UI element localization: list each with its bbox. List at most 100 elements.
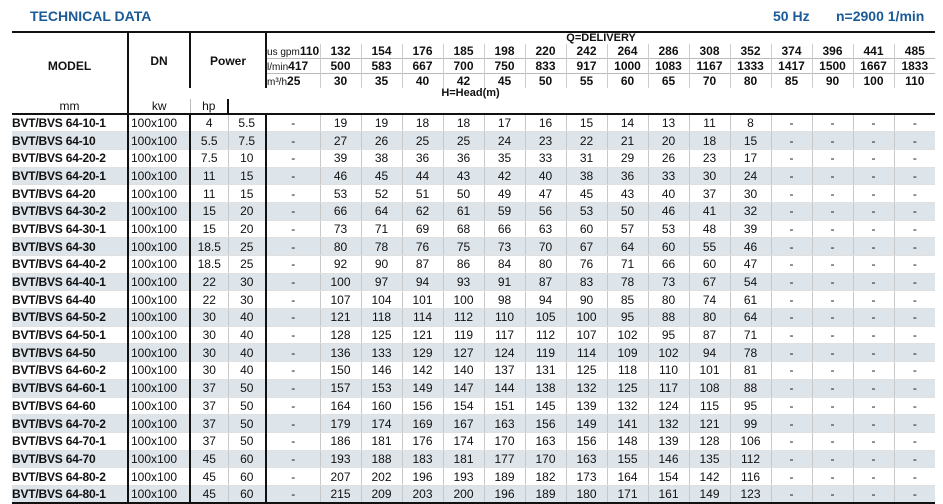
head-cell: 153 (360, 379, 403, 398)
head-cell: - (852, 414, 895, 433)
head-cell: 83 (565, 273, 608, 292)
head-cell: 36 (442, 149, 485, 168)
hp-cell: 40 (227, 326, 268, 345)
head-cell: - (811, 326, 854, 345)
head-cell: 80 (524, 255, 567, 274)
head-cell: 53 (565, 202, 608, 221)
head-cell: 137 (483, 361, 526, 380)
head-cell: 78 (360, 237, 403, 256)
head-cell: - (893, 149, 936, 168)
head-cell: - (770, 220, 813, 239)
head-cell: 156 (524, 414, 567, 433)
head-cell: 135 (688, 450, 731, 469)
dn-cell: 100x100 (127, 167, 191, 186)
head-cell: 132 (606, 397, 649, 416)
kw-cell: 37 (189, 397, 228, 416)
head-cell: 155 (606, 450, 649, 469)
head-cell: 157 (319, 379, 362, 398)
head-cell: - (852, 202, 895, 221)
hp-cell: 50 (227, 432, 268, 451)
head-cell: - (852, 255, 895, 274)
head-cell: 87 (401, 255, 444, 274)
head-cell: 25 (442, 131, 485, 150)
model-cell: BVT/BVS 64-20-1 (12, 167, 129, 186)
head-cell: 186 (319, 432, 362, 451)
dn-cell: 100x100 (127, 326, 191, 345)
head-cell: 59 (483, 202, 526, 221)
head-cell: - (852, 485, 895, 504)
frequency-label: 50 Hz (773, 8, 810, 24)
head-cell: 202 (360, 467, 403, 486)
head-cell: 25 (401, 131, 444, 150)
flow-value: 185 (442, 44, 485, 59)
model-cell: BVT/BVS 64-60-1 (12, 379, 129, 398)
head-cell: 27 (319, 131, 362, 150)
head-cell: - (265, 467, 321, 486)
head-cell: 26 (360, 131, 403, 150)
table-row: BVT/BVS 64-40 100x100 22 30-107 104 101 100 98 9… (12, 290, 936, 310)
head-cell: 53 (647, 220, 690, 239)
dn-cell: 100x100 (127, 308, 191, 327)
head-cell: 75 (442, 237, 485, 256)
head-cell: 36 (606, 167, 649, 186)
head-cell: 66 (647, 255, 690, 274)
head-cell: 21 (606, 131, 649, 150)
flow-value-text: 25 (287, 74, 301, 88)
flow-value: 70 (688, 73, 731, 88)
head-cell: - (265, 485, 321, 504)
head-cell: 144 (483, 379, 526, 398)
head-cell: 110 (647, 361, 690, 380)
hp-cell: 10 (227, 149, 268, 168)
kw-cell: 18.5 (189, 237, 228, 256)
head-cell: 118 (360, 308, 403, 327)
head-cell: 80 (688, 308, 731, 327)
head-cell: 94 (401, 273, 444, 292)
head-cell: 54 (729, 273, 772, 292)
head-cell: 93 (442, 273, 485, 292)
head-cell: 29 (606, 149, 649, 168)
head-cell: - (893, 220, 936, 239)
head-cell: 33 (524, 149, 567, 168)
head-cell: 47 (524, 184, 567, 203)
head-cell: 181 (360, 432, 403, 451)
head-cell: 189 (524, 485, 567, 504)
head-cell: - (811, 414, 854, 433)
head-caption-row: H=Head(m) (12, 88, 935, 99)
head-cell: 63 (524, 220, 567, 239)
head-cell: - (265, 379, 321, 398)
head-cell: 38 (360, 149, 403, 168)
head-cell: 149 (401, 379, 444, 398)
head-cell: 45 (565, 184, 608, 203)
technical-data-table: MODEL DN Power Q=DELIVERY us gpm110 132 154 176… (12, 31, 936, 504)
head-cell: 73 (647, 273, 690, 292)
head-cell: 90 (360, 255, 403, 274)
model-cell: BVT/BVS 64-20-2 (12, 149, 129, 168)
head-cell: - (811, 450, 854, 469)
head-cell: - (811, 273, 854, 292)
head-cell: 55 (688, 237, 731, 256)
head-cell: - (770, 467, 813, 486)
hp-cell: 20 (227, 202, 268, 221)
head-cell: 90 (565, 290, 608, 310)
head-cell: 73 (319, 220, 362, 239)
flow-value: 1667 (852, 58, 895, 74)
kw-cell: 15 (189, 220, 228, 239)
head-cell: 200 (442, 485, 485, 504)
table-row: BVT/BVS 64-50 100x100 30 40-136 133 129 127 124… (12, 343, 936, 363)
head-cell: 114 (401, 308, 444, 327)
kw-cell: 7.5 (189, 149, 228, 168)
hp-cell: 50 (227, 414, 268, 433)
head-cell: - (811, 220, 854, 239)
head-cell: - (852, 361, 895, 380)
kw-cell: 37 (189, 414, 228, 433)
kw-header: kw (128, 99, 191, 114)
flow-value: 198 (483, 44, 526, 59)
head-cell: - (770, 414, 813, 433)
dn-cell: 100x100 (127, 450, 191, 469)
head-cell: 154 (442, 397, 485, 416)
head-cell: 43 (442, 167, 485, 186)
head-cell: 183 (401, 450, 444, 469)
head-cell: - (852, 467, 895, 486)
head-cell: 71 (360, 220, 403, 239)
head-cell: - (852, 397, 895, 416)
